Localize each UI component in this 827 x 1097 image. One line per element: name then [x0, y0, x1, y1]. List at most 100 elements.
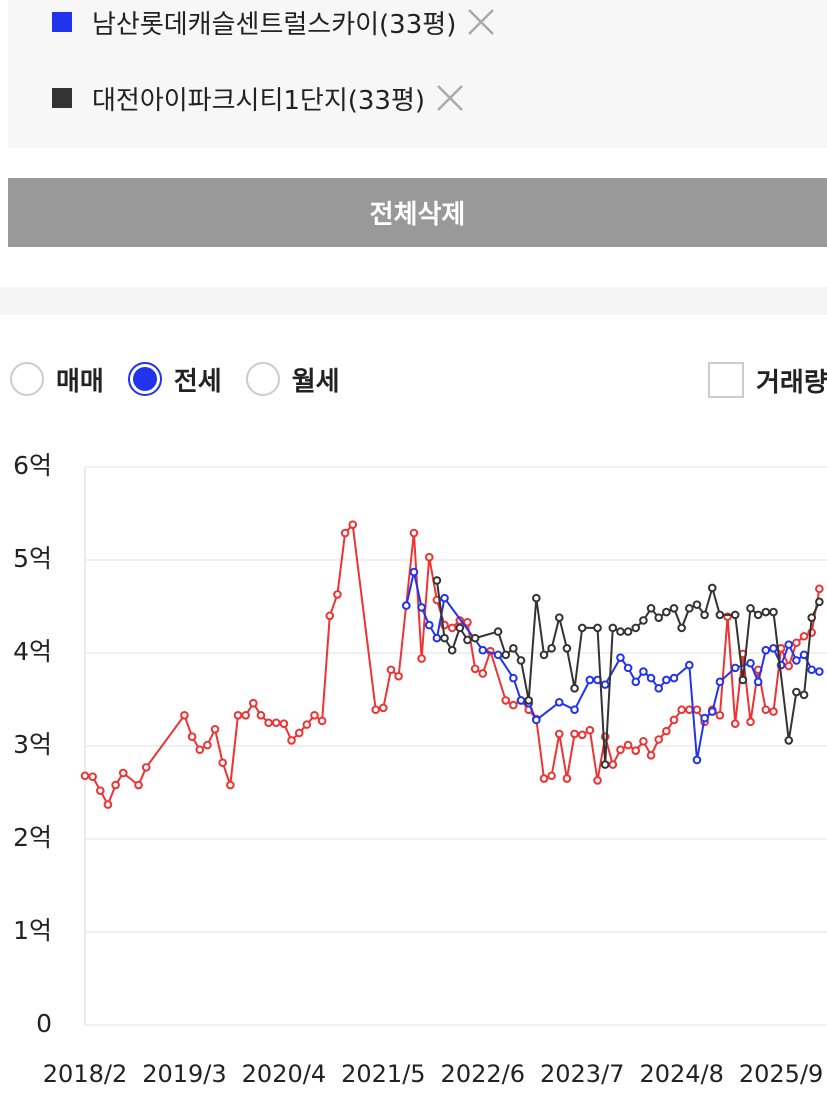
point — [539, 650, 549, 660]
point — [769, 607, 778, 617]
point — [348, 520, 358, 529]
line — [435, 580, 821, 765]
point — [646, 604, 656, 613]
point — [547, 771, 556, 781]
point — [501, 650, 511, 660]
point — [554, 729, 564, 739]
point — [646, 673, 656, 683]
point — [700, 713, 709, 723]
point — [715, 610, 725, 620]
point — [226, 780, 235, 790]
x-tick-label: 2018/2 — [43, 1060, 127, 1088]
point — [379, 703, 388, 713]
delete-all-button[interactable]: 전체삭제 — [8, 178, 827, 247]
point — [815, 597, 824, 607]
point — [562, 644, 572, 653]
point — [195, 745, 205, 755]
point — [547, 644, 556, 653]
point — [325, 611, 335, 621]
point — [455, 623, 465, 633]
point — [585, 725, 595, 735]
point — [279, 719, 289, 728]
point — [310, 711, 319, 720]
point — [440, 633, 449, 643]
radio-option[interactable]: 전세 — [127, 361, 222, 398]
point — [593, 776, 602, 785]
point — [761, 705, 771, 715]
point — [103, 800, 113, 809]
point — [616, 745, 625, 755]
point — [532, 715, 541, 725]
point — [692, 705, 702, 715]
point — [677, 623, 686, 633]
point — [409, 528, 419, 538]
legend-label: 남산롯데캐슬센트럴스카이(33평) — [92, 9, 457, 40]
radio-option[interactable]: 매매 — [10, 361, 104, 398]
point — [662, 607, 671, 617]
point — [784, 661, 794, 671]
point — [623, 627, 633, 636]
point — [88, 772, 97, 781]
point — [478, 645, 488, 655]
selected-list: 남산롯데캐슬센트럴스카이(33평) 대전아이파크시티1단지(33평) — [8, 0, 827, 148]
point — [692, 755, 702, 765]
point — [470, 633, 480, 643]
point — [203, 740, 212, 750]
volume-checkbox[interactable]: 거래량 — [708, 360, 827, 400]
point — [792, 687, 801, 697]
legend-label: 대전아이파크시티1단지(33평) — [92, 85, 426, 116]
point — [532, 593, 541, 603]
point — [654, 735, 664, 744]
point — [118, 768, 128, 778]
point — [577, 623, 587, 633]
point — [386, 665, 396, 675]
point — [753, 677, 763, 687]
point — [608, 623, 618, 633]
point — [815, 667, 824, 676]
y-tick-label: 5억 — [13, 544, 52, 573]
point — [570, 684, 579, 693]
radio-option[interactable]: 월세 — [245, 361, 340, 398]
radio[interactable] — [245, 362, 280, 396]
chart: 0 1억 2억 3억 4억 5억 6억 2018/2 2019/3 2020/4 2021/5 202… — [13, 451, 827, 1088]
point — [600, 760, 610, 769]
y-tick-label: 2억 — [13, 823, 52, 852]
x-tick-label: 2021/5 — [341, 1060, 425, 1088]
point — [784, 640, 794, 649]
point — [799, 690, 809, 700]
point — [570, 705, 579, 715]
divider — [0, 287, 827, 315]
point — [600, 680, 610, 689]
point — [761, 607, 771, 617]
trade-type-options: 매매 전세 월세 — [10, 358, 364, 400]
radio-label: 월세 — [291, 366, 340, 397]
remove-button[interactable] — [466, 7, 496, 37]
point — [646, 751, 656, 760]
checkbox-label: 거래량 — [756, 367, 827, 398]
point — [424, 620, 434, 630]
point — [409, 567, 419, 577]
point — [562, 774, 572, 783]
point — [248, 698, 258, 708]
point — [631, 746, 641, 755]
radio[interactable] — [10, 362, 44, 396]
point — [317, 716, 327, 726]
remove-button[interactable] — [435, 83, 465, 113]
point — [700, 610, 709, 620]
point — [371, 705, 380, 715]
point — [333, 590, 342, 599]
checkbox[interactable] — [708, 362, 744, 398]
point — [784, 736, 794, 745]
point — [639, 616, 648, 625]
point — [746, 604, 755, 613]
point — [815, 584, 824, 594]
point — [432, 576, 442, 585]
point — [463, 618, 472, 627]
point — [692, 600, 702, 609]
radio[interactable] — [127, 362, 162, 396]
point — [187, 732, 197, 742]
point — [585, 675, 595, 685]
point — [577, 730, 587, 740]
point — [134, 780, 143, 790]
point — [746, 658, 755, 668]
